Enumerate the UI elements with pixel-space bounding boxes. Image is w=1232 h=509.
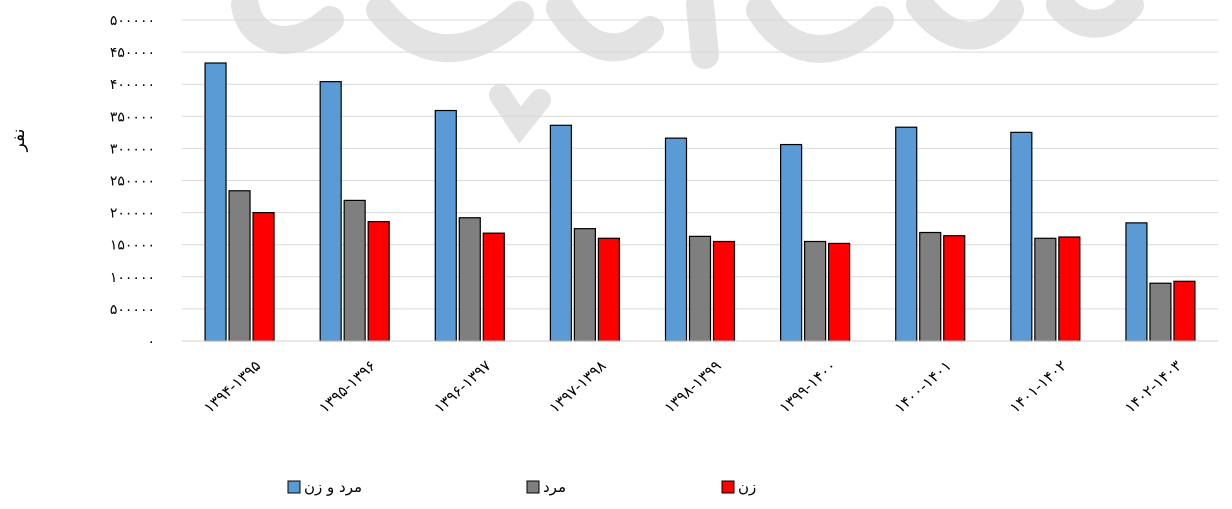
x-tick-label: ۱۳۹۴-۱۳۹۵ — [200, 357, 264, 417]
bar-female — [943, 235, 966, 342]
bar-both — [1010, 131, 1033, 342]
bar-female — [597, 237, 620, 342]
bars — [204, 62, 1196, 342]
x-tick-label: ۱۴۰۱-۱۴۰۲ — [1006, 357, 1070, 417]
y-tick-label: ۵۰۰۰۰۰ — [110, 302, 155, 318]
y-axis-ticks: ۰ ۵۰۰۰۰۰ ۱۰۰۰۰۰ ۱۵۰۰۰۰ ۲۰۰۰۰۰ ۲۵۰۰۰۰ ۳۰۰۰۰۰ ۳۵۰… — [110, 13, 155, 350]
x-tick-label: ۱۳۹۵-۱۳۹۶ — [315, 357, 379, 417]
legend-label: زن — [738, 478, 756, 496]
bar-female — [828, 242, 851, 342]
y-tick-label: ۵۰۰۰۰۰ — [110, 13, 155, 29]
y-tick-label: ۱۵۰۰۰۰ — [110, 238, 155, 254]
bar-male — [573, 228, 596, 342]
y-tick-label: ۲۰۰۰۰۰ — [110, 206, 155, 222]
bar-female — [482, 232, 505, 342]
bar-both — [549, 124, 572, 342]
bar-male — [688, 235, 712, 342]
bar-male — [228, 190, 251, 342]
legend-swatch — [526, 480, 540, 494]
bar-both — [780, 143, 803, 342]
y-tick-label: ۴۰۰۰۰۰ — [110, 77, 155, 93]
bar-male — [804, 240, 827, 342]
y-tick-label: ۴۵۰۰۰۰ — [110, 45, 155, 61]
bar-both — [204, 62, 227, 342]
legend-swatch — [287, 480, 301, 494]
x-axis-ticks: ۱۳۹۴-۱۳۹۵ ۱۳۹۵-۱۳۹۶ ۱۳۹۶-۱۳۹۷ ۱۳۹۷-۱۳۹۸ ۱۳۹۸… — [200, 357, 1185, 417]
y-tick-label: ۳۰۰۰۰۰ — [110, 141, 155, 157]
x-tick-label: ۱۴۰۲-۱۴۰۳ — [1121, 357, 1185, 417]
bar-male — [458, 217, 481, 342]
bar-male — [919, 231, 942, 342]
bar-female — [252, 212, 275, 342]
x-tick-label: ۱۴۰۰-۱۴۰۱ — [891, 357, 955, 417]
bar-both — [664, 137, 688, 342]
bar-male — [343, 199, 366, 342]
x-tick-label: ۱۳۹۶-۱۳۹۷ — [430, 357, 494, 417]
x-tick-label: ۱۳۹۸-۱۳۹۹ — [661, 357, 725, 417]
bar-both — [434, 109, 457, 342]
bar-male — [1149, 282, 1172, 342]
y-tick-label: ۳۵۰۰۰۰ — [110, 109, 155, 125]
y-tick-label: ۰ — [147, 334, 155, 350]
bar-female — [1173, 280, 1196, 342]
bar-female — [1058, 236, 1081, 342]
bar-male — [1034, 237, 1057, 342]
bar-female — [712, 240, 736, 342]
legend-label: مرد و زن — [304, 478, 362, 496]
legend-swatch — [721, 480, 735, 494]
bar-both — [319, 81, 342, 342]
bar-both — [1125, 222, 1148, 342]
legend: مرد و زن مرد زن — [287, 478, 756, 496]
bar-both — [895, 126, 918, 342]
x-tick-label: ۱۳۹۹-۱۴۰۰ — [776, 357, 840, 417]
y-tick-label: ۱۰۰۰۰۰ — [110, 270, 155, 286]
y-axis-label: نفر — [9, 129, 29, 153]
x-tick-label: ۱۳۹۷-۱۳۹۸ — [546, 357, 610, 417]
legend-label: مرد — [543, 478, 566, 496]
watermark — [231, 0, 1144, 144]
y-tick-label: ۲۵۰۰۰۰ — [110, 174, 155, 190]
bar-female — [367, 220, 390, 342]
